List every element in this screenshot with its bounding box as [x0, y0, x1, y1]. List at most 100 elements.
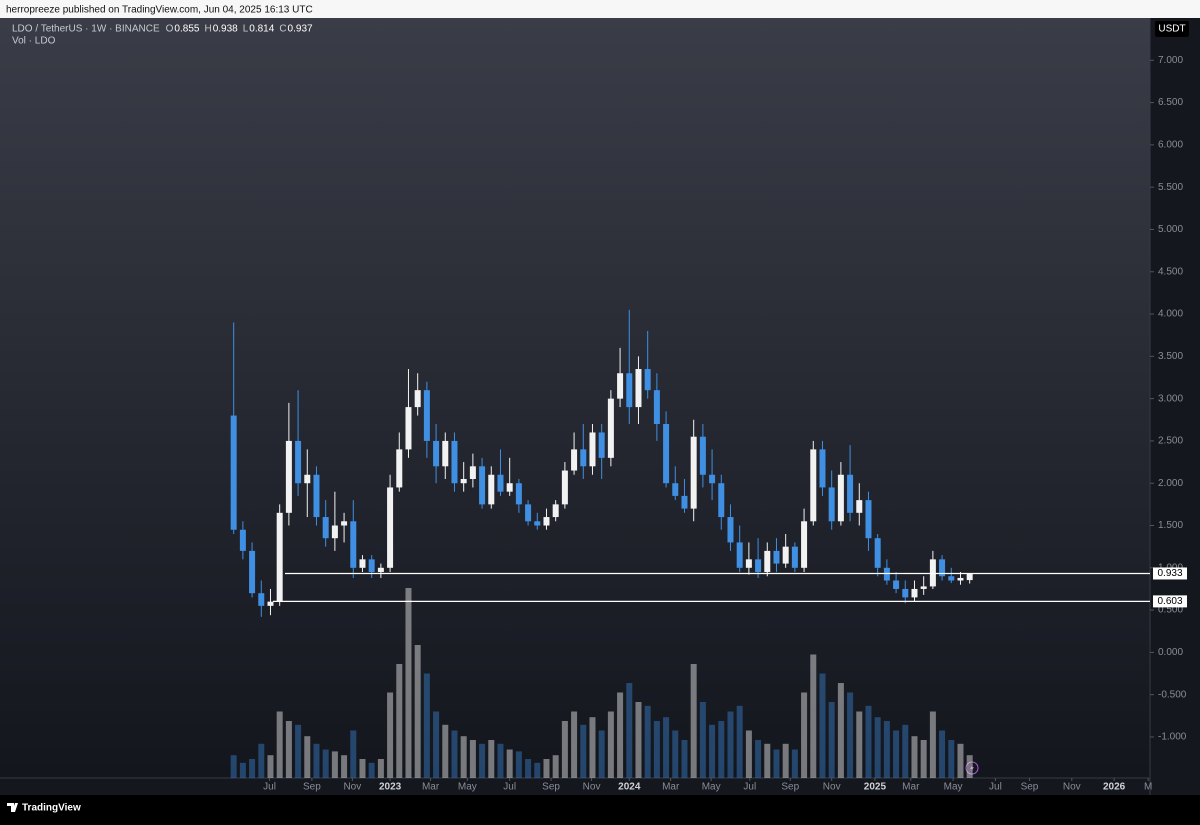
y-tick-label: 5.000: [1158, 224, 1183, 235]
volume-bar: [690, 664, 697, 778]
x-tick-label: Nov: [343, 782, 361, 793]
candle-body: [561, 470, 568, 505]
candle-body: [580, 449, 587, 467]
volume-bar: [948, 740, 955, 778]
candle-body: [607, 398, 614, 458]
volume-bar: [893, 730, 900, 778]
volume-label[interactable]: Vol · LDO: [12, 36, 56, 47]
level-label: 0.933: [1157, 568, 1182, 579]
volume-bar: [479, 743, 486, 778]
volume-bar: [571, 711, 578, 778]
candle-body: [764, 550, 771, 573]
volume-bar: [368, 762, 375, 778]
x-tick-label: Nov: [1063, 782, 1081, 793]
volume-bar: [745, 730, 752, 778]
candle-body: [368, 559, 375, 573]
volume-bar: [801, 692, 808, 778]
plot-area: [0, 18, 1150, 778]
candle-body: [589, 432, 596, 467]
volume-bar: [506, 749, 513, 778]
volume-bar: [451, 730, 458, 778]
y-tick-label: 3.000: [1158, 393, 1183, 404]
x-tick-label: Mar: [662, 782, 680, 793]
volume-bar: [635, 702, 642, 778]
ohlc-label: C: [279, 24, 286, 35]
volume-bar: [442, 724, 449, 778]
volume-bar: [313, 743, 320, 778]
candle-body: [948, 576, 955, 581]
currency: USDT: [1158, 24, 1185, 35]
ohlc-value: 0.938: [213, 24, 238, 35]
candle-body: [377, 567, 384, 573]
volume-bar: [718, 721, 725, 778]
candle-body: [801, 521, 808, 568]
volume-bar: [341, 755, 348, 778]
volume-bar: [304, 736, 311, 778]
candle-body: [276, 512, 283, 602]
candle-body: [911, 588, 918, 598]
symbol[interactable]: LDO / TetherUS · 1W · BINANCE: [12, 24, 160, 35]
top-bar: [0, 0, 1200, 18]
volume-bar: [865, 705, 872, 778]
candle-body: [258, 593, 265, 606]
volume-bar: [856, 711, 863, 778]
candle-body: [699, 436, 706, 475]
candle-body: [598, 432, 605, 458]
volume-bar: [543, 759, 550, 778]
candle-body: [552, 504, 559, 518]
volume-bar: [644, 705, 651, 778]
volume-layer: [230, 588, 973, 778]
candle-body: [414, 390, 421, 408]
volume-bar: [359, 759, 366, 778]
candle-body: [709, 474, 716, 484]
lightning-icon[interactable]: [965, 761, 979, 775]
volume-bar: [607, 711, 614, 778]
y-tick-label: -1.000: [1158, 732, 1187, 743]
volume-bar: [782, 743, 789, 778]
volume-bar: [773, 749, 780, 778]
volume-bar: [736, 705, 743, 778]
candle-body: [847, 474, 854, 513]
y-tick-label: 1.500: [1158, 520, 1183, 531]
candle-body: [718, 483, 725, 518]
level-label-box: [1153, 595, 1187, 608]
volume-bar: [589, 717, 596, 778]
y-tick-label: 6.500: [1158, 97, 1183, 108]
candle-body: [681, 495, 688, 509]
tv-logo: [7, 803, 18, 812]
candle-body: [810, 449, 817, 522]
ohlc-label: H: [204, 24, 211, 35]
candle-body: [405, 407, 412, 450]
candle-body: [433, 440, 440, 467]
volume-bar: [902, 724, 909, 778]
candle-body: [626, 373, 633, 408]
volume-bar: [249, 759, 256, 778]
volume-bar: [433, 711, 440, 778]
volume-bar: [653, 721, 660, 778]
volume-bar: [239, 762, 246, 778]
candle-body: [230, 415, 237, 530]
candle-body: [791, 546, 798, 568]
x-tick-label: Jul: [743, 782, 756, 793]
x-tick-label: Jul: [263, 782, 276, 793]
y-tick-label: 2.500: [1158, 436, 1183, 447]
x-tick-label: May: [944, 782, 963, 793]
candle-body: [304, 474, 311, 484]
candle-body: [939, 559, 946, 577]
candle-body: [755, 559, 762, 573]
x-tick-label: 2024: [618, 782, 641, 793]
candle-body: [488, 474, 495, 505]
volume-bar: [764, 743, 771, 778]
volume-bar: [847, 692, 854, 778]
volume-bar: [488, 740, 495, 778]
candle-body: [387, 487, 394, 568]
candle-body: [497, 474, 504, 492]
volume-bar: [810, 654, 817, 778]
price-axis: [1150, 18, 1200, 795]
candle-body: [479, 466, 486, 505]
volume-bar: [911, 736, 918, 778]
candle-body: [920, 586, 927, 589]
volume-bar: [497, 743, 504, 778]
candle-body: [690, 436, 697, 509]
